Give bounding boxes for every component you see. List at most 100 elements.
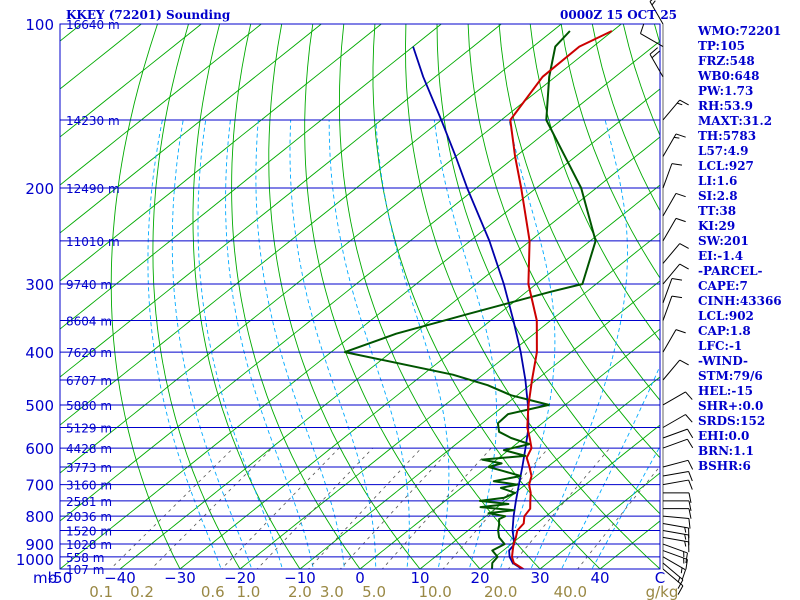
index-item: BSHR:6 <box>698 459 751 473</box>
pressure-tick-label: 600 <box>25 440 54 458</box>
pressure-tick-label: 200 <box>25 180 54 198</box>
wind-barb <box>662 278 683 304</box>
index-item: LI:1.6 <box>698 174 738 188</box>
height-label: 3160 m <box>66 479 112 493</box>
pressure-tick-label: 300 <box>25 276 54 294</box>
temperature-tick-label: −10 <box>284 569 316 587</box>
index-item: CAP:1.8 <box>698 324 751 338</box>
isotherm-line <box>479 424 660 569</box>
wind-barbs <box>640 0 694 595</box>
height-label: 4428 m <box>66 442 112 456</box>
temperature-tick-label: 0 <box>355 569 365 587</box>
pressure-tick-label: 400 <box>25 344 54 362</box>
dry-adiabat-line <box>338 24 541 569</box>
wind-barb <box>663 500 692 512</box>
index-item: WMO:72201 <box>698 24 782 38</box>
mixing-ratio-unit: g/kg <box>646 583 679 600</box>
mixing-ratio-label: 3.0 <box>320 583 344 600</box>
isotherm-line <box>60 24 383 282</box>
height-label: 5880 m <box>66 399 112 413</box>
pressure-tick-label: 900 <box>25 536 54 554</box>
wind-barb <box>662 438 694 449</box>
pressure-tick-label: 800 <box>25 508 54 526</box>
wind-barb <box>662 163 683 189</box>
index-item: L57:4.9 <box>698 144 749 158</box>
temperature-tick-labels: mb-50 −40 −30 −20 −10 0 10 20 30 40 C <box>33 569 665 587</box>
wind-barb <box>649 0 664 25</box>
moist-adiabat-line <box>225 119 314 569</box>
temperature-tick-label: −40 <box>104 569 136 587</box>
dry-adiabat-line <box>110 24 181 569</box>
wind-barb <box>662 556 686 580</box>
height-label: 5129 m <box>66 421 112 435</box>
dry-adiabat-line <box>436 24 660 515</box>
index-item: LCL:927 <box>698 159 754 173</box>
index-item: PW:1.73 <box>698 84 754 98</box>
dry-adiabat-line <box>231 24 361 569</box>
mixing-ratio-label: 0.6 <box>201 583 225 600</box>
pressure-tick-label: 100 <box>25 16 54 34</box>
wind-barb <box>662 133 686 157</box>
isotherm-line <box>239 232 660 569</box>
plot-frame <box>59 23 661 570</box>
dry-adiabat-line <box>498 24 660 401</box>
wind-barb <box>662 470 693 482</box>
mixing-ratio-labels: 0.1 0.2 0.6 1.0 2.0 3.0 5.0 10.0 20.0 40.0 g/kg <box>89 583 678 600</box>
height-label: 558 m <box>66 551 104 565</box>
index-item: TP:105 <box>698 39 746 53</box>
wind-barb <box>662 536 690 553</box>
mixing-ratio-line <box>307 447 422 569</box>
mixing-ratio-line <box>221 447 340 569</box>
wind-barb <box>662 562 684 589</box>
index-item: -WIND- <box>698 354 748 368</box>
index-item: EI:-1.4 <box>698 249 744 263</box>
wind-barb <box>662 543 688 564</box>
station-title: KKEY (72201) Sounding <box>66 8 231 22</box>
height-label: 14230 m <box>66 114 120 128</box>
height-label: 11010 m <box>66 235 120 249</box>
wind-barb <box>662 329 686 353</box>
moist-adiabat-line <box>197 119 283 569</box>
pressure-tick-label: 700 <box>25 477 54 495</box>
index-item: BRN:1.1 <box>698 444 754 458</box>
wind-barb <box>662 550 688 570</box>
mixing-ratio-line <box>381 447 492 569</box>
isotherm-line <box>60 88 660 569</box>
mixing-ratio-line <box>577 465 660 569</box>
index-item: STM:79/6 <box>698 369 763 383</box>
isotherm-line <box>60 40 660 522</box>
wind-barb <box>662 263 689 285</box>
index-item: CINH:43366 <box>698 294 782 308</box>
mixing-ratio-label: 40.0 <box>554 583 587 600</box>
temperature-tick-label: 40 <box>590 569 609 587</box>
isobar-lines <box>60 23 660 570</box>
isotherm-line <box>179 184 660 569</box>
wind-barb <box>662 295 683 321</box>
wind-barb <box>662 217 686 242</box>
moist-adiabat-line <box>433 119 498 569</box>
height-label: 12490 m <box>66 182 120 196</box>
mixing-ratio-line <box>150 447 273 569</box>
height-label: 1028 m <box>66 538 112 552</box>
mixing-ratio-line <box>442 447 549 569</box>
mixing-ratio-label: 20.0 <box>484 583 517 600</box>
wind-barb <box>662 99 689 121</box>
dry-adiabat-line <box>467 24 660 459</box>
isotherm-line <box>60 24 563 426</box>
wind-barb <box>662 479 693 490</box>
index-item: CAPE:7 <box>698 279 748 293</box>
index-item: WB0:648 <box>698 69 760 83</box>
height-label: 8604 m <box>66 315 112 329</box>
index-item: SHR+:0.0 <box>698 399 764 413</box>
height-label: 2581 m <box>66 495 112 509</box>
isotherm-line <box>60 24 623 474</box>
isotherm-line <box>60 24 503 378</box>
wind-barb <box>662 515 691 529</box>
index-item: HEL:-15 <box>698 384 754 398</box>
temperature-tick-label: -50 <box>48 569 73 587</box>
height-label: 107 m <box>66 563 104 577</box>
mixing-ratio-label: 1.0 <box>237 583 261 600</box>
moist-adiabat-line <box>328 119 410 569</box>
index-item: TT:38 <box>698 204 737 218</box>
